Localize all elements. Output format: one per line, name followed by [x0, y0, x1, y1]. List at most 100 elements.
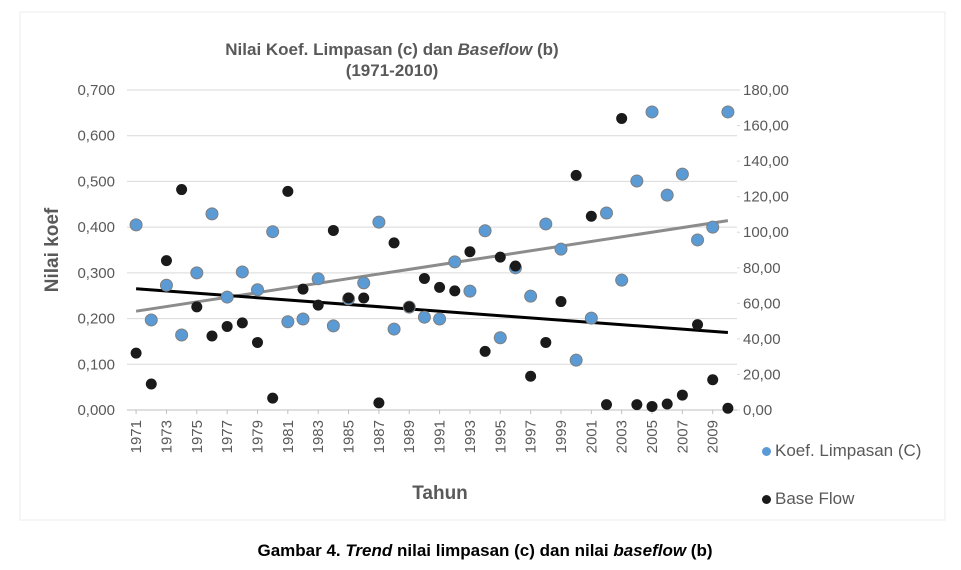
data-point [417, 310, 431, 324]
data-point [661, 398, 673, 410]
data-point [266, 225, 280, 239]
data-point [206, 330, 218, 342]
data-point [175, 328, 189, 342]
data-point [479, 345, 491, 357]
data-point [509, 260, 521, 272]
y-tick-label: 0,100 [77, 356, 115, 373]
y-tick-label: 0,300 [77, 265, 115, 282]
data-point [706, 220, 720, 234]
x-tick-label: 2005 [644, 420, 661, 453]
data-point [464, 246, 476, 258]
legend-item: Base Flow [762, 489, 952, 508]
data-point [630, 174, 644, 188]
y2-tick-label: 100,00 [743, 224, 789, 241]
data-point [585, 210, 597, 222]
data-point [616, 112, 628, 124]
data-point [675, 167, 689, 181]
data-point [311, 272, 325, 286]
data-point [569, 353, 583, 367]
caption-part: (b) [686, 541, 712, 560]
x-tick-label: 1987 [371, 420, 388, 453]
chart-subtitle: (1971-2010) [346, 61, 439, 80]
y2-tick-label: 140,00 [743, 153, 789, 170]
data-point [707, 374, 719, 386]
data-point [326, 319, 340, 333]
data-point [251, 336, 263, 348]
data-point [191, 301, 203, 313]
data-point [676, 389, 688, 401]
caption: Gambar 4. Trend nilai limpasan (c) dan n… [257, 541, 712, 560]
x-tick-label: 1983 [310, 420, 327, 453]
data-point [525, 370, 537, 382]
data-point [327, 224, 339, 236]
data-point [159, 278, 173, 292]
x-tick-label: 1991 [432, 420, 449, 453]
data-point [297, 283, 309, 295]
data-point [130, 347, 142, 359]
data-point [205, 207, 219, 221]
y2-tick-label: 0,00 [743, 402, 772, 419]
data-point [221, 320, 233, 332]
y2-tick-label: 160,00 [743, 118, 789, 135]
data-point [372, 215, 386, 229]
legend-label: Base Flow [775, 489, 855, 508]
data-point [692, 319, 704, 331]
y2-tick-label: 20,00 [743, 366, 781, 383]
data-point [129, 218, 143, 232]
x-tick-label: 1979 [249, 420, 266, 453]
y2-tick-label: 80,00 [743, 260, 781, 277]
y-tick-label: 0,700 [77, 82, 115, 99]
chart-title: Nilai Koef. Limpasan (c) dan Baseflow (b… [225, 40, 558, 59]
x-tick-label: 1981 [280, 420, 297, 453]
data-point [493, 331, 507, 345]
data-point [494, 251, 506, 263]
caption-part: Trend [345, 541, 393, 560]
data-point [433, 312, 447, 326]
data-point [645, 105, 659, 119]
data-point [144, 313, 158, 327]
data-point [418, 272, 430, 284]
title-part: Baseflow [458, 40, 534, 59]
data-point [722, 402, 734, 414]
caption-part: Gambar 4. [257, 541, 345, 560]
y2-tick-label: 120,00 [743, 189, 789, 206]
y-tick-label: 0,500 [77, 173, 115, 190]
legend-marker [762, 447, 771, 456]
data-point [357, 276, 371, 290]
y-tick-label: 0,200 [77, 311, 115, 328]
y-tick-label: 0,000 [77, 402, 115, 419]
data-point [220, 290, 234, 304]
data-point [615, 273, 629, 287]
data-point [236, 317, 248, 329]
data-point [540, 336, 552, 348]
data-point [554, 242, 568, 256]
data-point [478, 224, 492, 238]
data-point [449, 285, 461, 297]
y-tick-label: 0,600 [77, 128, 115, 145]
data-point [312, 299, 324, 311]
data-point [570, 169, 582, 181]
data-point [250, 283, 264, 297]
x-tick-label: 1993 [462, 420, 479, 453]
legend-item: Koef. Limpasan (C) [762, 441, 952, 460]
data-point [358, 292, 370, 304]
x-tick-label: 1973 [158, 420, 175, 453]
data-point [176, 184, 188, 196]
data-point [660, 188, 674, 202]
legend-marker [762, 495, 771, 504]
chart-frame [19, 11, 946, 521]
data-point [434, 281, 446, 293]
y-axis-label: Nilai koef [42, 207, 63, 292]
legend-label: Koef. Limpasan (C) [775, 441, 922, 460]
x-tick-label: 2009 [705, 420, 722, 453]
data-point [555, 296, 567, 308]
x-axis-label: Tahun [412, 483, 468, 504]
data-point [388, 237, 400, 249]
y2-tick-label: 40,00 [743, 331, 781, 348]
data-point [343, 292, 355, 304]
data-point [691, 233, 705, 247]
x-tick-label: 1985 [341, 420, 358, 453]
trend-line [135, 287, 729, 335]
y2-tick-label: 60,00 [743, 295, 781, 312]
data-point [601, 399, 613, 411]
